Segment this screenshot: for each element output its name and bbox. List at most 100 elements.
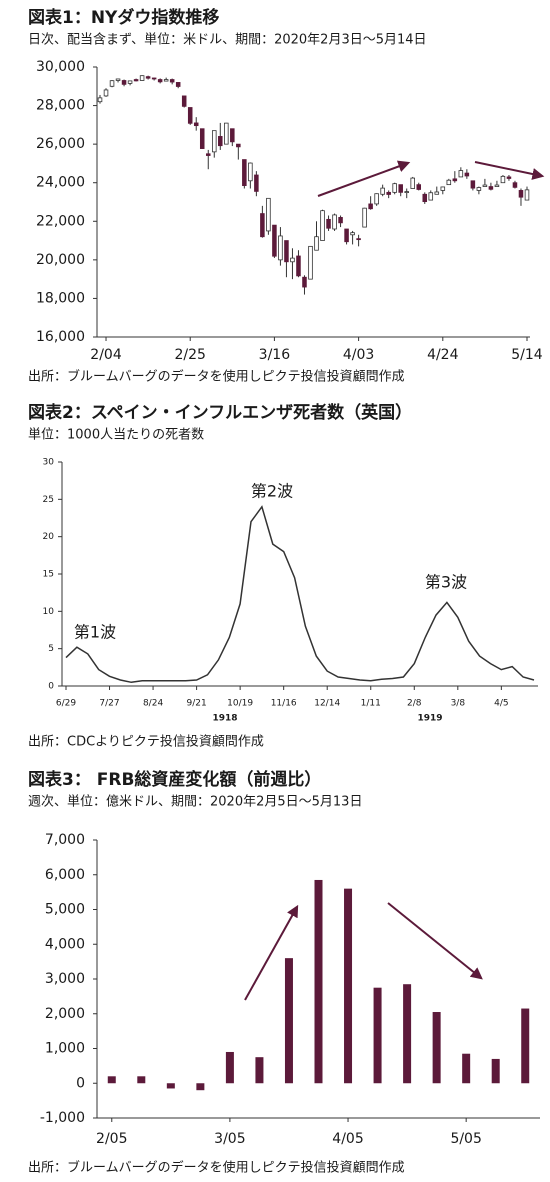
bar	[314, 879, 323, 1084]
chart-subtitle: 週次、単位：億米ドル、期間：2020年2月5日～5月13日	[28, 794, 362, 810]
y-tick-label: 22,000	[36, 213, 85, 229]
candle-body	[488, 186, 494, 190]
annotation: 第1波	[74, 623, 116, 642]
candle-body	[506, 176, 512, 179]
x-tick-label: 3/16	[259, 347, 291, 363]
x-tick-label: 2/05	[96, 1131, 127, 1147]
candle-body	[428, 192, 434, 201]
candle-body	[133, 79, 139, 82]
candle-body	[181, 95, 187, 107]
bar	[225, 1051, 234, 1084]
x-tick-label: 6/29	[56, 699, 76, 709]
y-tick-label: 7,000	[45, 832, 85, 848]
candle-body	[290, 257, 295, 263]
chart-subtitle: 日次、配当含まず、単位：米ドル、期間：2020年2月3日～5月14日	[28, 32, 427, 48]
candle-body	[518, 190, 524, 198]
chart-title: 図表1：NYダウ指数推移	[28, 7, 219, 28]
bar	[107, 1076, 116, 1084]
bar	[462, 1053, 471, 1084]
candle-body	[151, 77, 157, 80]
candle-body	[320, 210, 325, 241]
arrow	[317, 160, 411, 197]
candle-body	[163, 79, 169, 82]
bar	[344, 888, 353, 1084]
y-tick-label: 24,000	[36, 175, 85, 191]
candle-body	[332, 214, 337, 230]
candle-body	[494, 184, 500, 187]
candle-body	[278, 235, 283, 261]
candle-body	[284, 240, 289, 263]
bar	[373, 987, 382, 1084]
y-tick-label: 6,000	[45, 867, 85, 883]
candle-body	[260, 213, 265, 238]
bar	[196, 1083, 205, 1091]
candle-body	[326, 218, 331, 229]
chart-subtitle: 単位：1000人当たりの死者数	[28, 427, 204, 443]
candle-body	[500, 175, 506, 184]
line-series	[65, 505, 535, 684]
arrow	[474, 161, 545, 180]
candle-body	[446, 179, 452, 186]
candle-body	[368, 203, 373, 210]
y-tick-label: 26,000	[36, 136, 85, 152]
chart-source: 出所：CDCよりピクテ投信投資顧問作成	[28, 734, 264, 750]
candle-body	[236, 143, 241, 148]
bar	[432, 1012, 441, 1084]
y-tick-label: 2,000	[45, 1006, 85, 1022]
candle-body	[272, 224, 277, 257]
candle-body	[350, 232, 355, 236]
y-tick-label: 10	[43, 607, 55, 617]
x-tick-label: 1/11	[361, 699, 381, 709]
candle-body	[452, 178, 458, 182]
y-tick-label: 28,000	[36, 98, 85, 114]
bar	[284, 958, 293, 1084]
candle-body	[476, 187, 482, 191]
y-tick-label: 3,000	[45, 971, 85, 987]
bar	[521, 1008, 530, 1084]
candle-body	[296, 255, 301, 277]
candle-body	[404, 191, 409, 193]
candle-body	[338, 217, 343, 224]
candle-body	[344, 228, 349, 243]
x-tick-label: 4/5	[494, 699, 508, 709]
y-tick-label: 30	[43, 458, 55, 468]
candle-body	[109, 80, 115, 87]
x-tick-label: 7/27	[99, 699, 119, 709]
candle-body	[398, 184, 403, 193]
candle-body	[458, 170, 464, 178]
y-tick-label: 1,000	[45, 1041, 85, 1057]
x-tick-label: 3/8	[451, 699, 466, 709]
candle-body	[386, 191, 391, 195]
candle-body	[193, 122, 199, 127]
candle-body	[121, 80, 127, 85]
bar	[491, 1058, 500, 1084]
candle-body	[422, 193, 428, 203]
chart-source: 出所：ブルームバーグのデータを使用しピクテ投信投資顧問作成	[28, 369, 405, 385]
candle-body	[205, 153, 211, 156]
y-tick-label: 20,000	[36, 252, 85, 268]
candle-body	[169, 79, 175, 83]
y-tick-label: 0	[76, 1075, 85, 1091]
candle-body	[362, 207, 367, 228]
candle-body	[512, 182, 518, 188]
y-tick-label: 25	[43, 495, 54, 505]
candle-body	[440, 186, 446, 191]
candle-body	[392, 183, 397, 193]
candle-body	[139, 75, 145, 81]
y-tick-label: 5	[48, 644, 54, 654]
candle-body	[464, 172, 470, 177]
candle-body	[482, 184, 488, 187]
trend-arrows	[244, 160, 545, 1001]
x-tick-label: 11/16	[271, 699, 297, 709]
candle-body	[308, 245, 313, 280]
x-tick-label: 5/05	[450, 1131, 481, 1147]
candle-body	[416, 184, 422, 190]
chart-title: 図表3： FRB総資産変化額（前週比）	[28, 769, 321, 790]
candle-body	[127, 80, 133, 84]
chart-source: 出所：ブルームバーグのデータを使用しピクテ投信投資顧問作成	[28, 1160, 405, 1176]
year-label: 1918	[212, 714, 237, 724]
candle-body	[374, 193, 379, 205]
x-tick-label: 4/05	[332, 1131, 363, 1147]
y-tick-label: 15	[43, 570, 54, 580]
